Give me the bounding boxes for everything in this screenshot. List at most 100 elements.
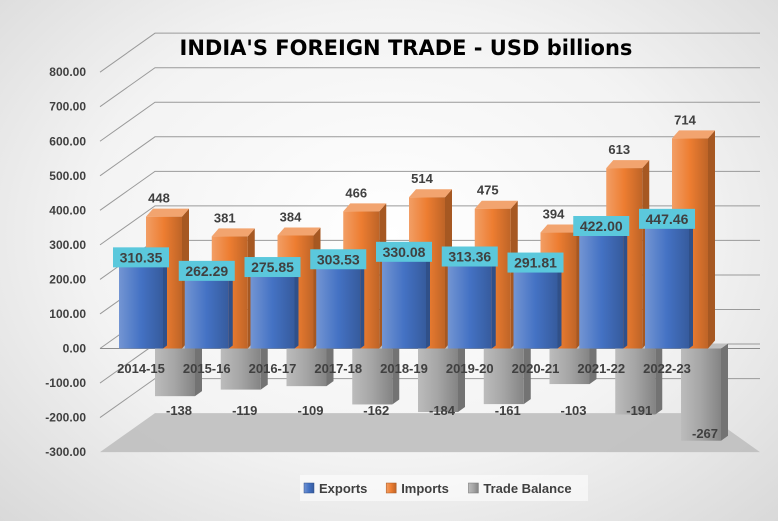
y-tick-label: 800.00 bbox=[49, 65, 86, 79]
export-label-box bbox=[244, 257, 301, 278]
y-tick-label: 400.00 bbox=[49, 203, 86, 217]
category-label: 2021-22 bbox=[577, 361, 625, 376]
legend-swatch bbox=[385, 482, 397, 494]
legend-swatch bbox=[303, 482, 315, 494]
export-bar-side bbox=[360, 260, 365, 349]
gridline bbox=[99, 32, 760, 73]
legend-label: Trade Balance bbox=[483, 481, 571, 496]
export-bar-side bbox=[163, 258, 167, 349]
gridline bbox=[99, 205, 760, 246]
export-label-box bbox=[310, 249, 367, 270]
export-bar-side bbox=[557, 263, 562, 349]
trade-balance-bar-front bbox=[155, 348, 195, 397]
trade-balance-bar-side bbox=[589, 343, 597, 385]
export-bars bbox=[119, 219, 693, 349]
export-label: 447.46 bbox=[639, 208, 695, 229]
trade-balance-bar-side bbox=[260, 343, 268, 390]
trade-balance-bar-side bbox=[655, 343, 663, 415]
import-bar-top bbox=[540, 224, 584, 233]
category-label: 2014-15 bbox=[117, 361, 165, 376]
data-labels: -138 448 310.35 -119 381 262.29 -109 384 275.85 -… bbox=[113, 112, 718, 441]
import-label: 381 bbox=[214, 210, 236, 225]
trade-balance-bar-side bbox=[392, 343, 400, 405]
export-bar bbox=[645, 219, 693, 349]
trade-balance-bar-front bbox=[220, 348, 261, 390]
legend-swatch bbox=[468, 482, 479, 494]
export-bar bbox=[119, 258, 167, 349]
export-label-text: 291.81 bbox=[514, 255, 557, 271]
export-label: 303.53 bbox=[310, 249, 367, 270]
import-label: 394 bbox=[543, 207, 565, 222]
trade-balance-label: -138 bbox=[166, 403, 192, 418]
import-label: 466 bbox=[345, 185, 367, 200]
import-bar-top bbox=[211, 228, 255, 237]
export-label-box bbox=[573, 215, 630, 236]
y-tick-label: 0.00 bbox=[63, 342, 87, 356]
y-tick-label: 500.00 bbox=[49, 169, 86, 183]
export-bar-front bbox=[382, 255, 426, 349]
export-label: 262.29 bbox=[178, 260, 235, 281]
export-bar bbox=[250, 268, 299, 349]
export-bar bbox=[316, 260, 365, 349]
export-label: 291.81 bbox=[507, 252, 564, 273]
y-tick-label: -200.00 bbox=[45, 411, 86, 425]
gridline bbox=[99, 101, 760, 142]
export-bar-side bbox=[228, 271, 233, 349]
export-label: 422.00 bbox=[573, 215, 630, 236]
export-bar bbox=[579, 226, 628, 349]
export-label-text: 313.36 bbox=[448, 249, 491, 265]
export-bar-front bbox=[645, 222, 689, 349]
export-label: 275.85 bbox=[244, 257, 301, 278]
import-bar-side bbox=[708, 130, 715, 349]
trade-balance-label: -119 bbox=[232, 403, 257, 418]
import-bar-top bbox=[409, 189, 452, 198]
import-label: 613 bbox=[608, 142, 630, 157]
trade-balance-label: -103 bbox=[560, 403, 586, 418]
gridline bbox=[99, 170, 760, 211]
export-bar-side bbox=[623, 226, 628, 349]
import-label: 514 bbox=[411, 171, 433, 186]
import-label: 448 bbox=[148, 191, 170, 206]
y-tick-label: -100.00 bbox=[45, 376, 86, 390]
export-label-box bbox=[376, 241, 432, 262]
trade-balance-label: -184 bbox=[429, 403, 456, 418]
chart-title: INDIA'S FOREIGN TRADE - USD billions bbox=[180, 36, 633, 60]
category-label: 2016-17 bbox=[249, 361, 297, 376]
import-bar-top bbox=[146, 208, 189, 217]
export-bar-side bbox=[426, 252, 430, 349]
export-bar-front bbox=[513, 266, 558, 349]
legend: Exports Imports Trade Balance bbox=[300, 475, 588, 501]
trade-balance-bar-front bbox=[681, 348, 721, 441]
trade-balance-bar-side bbox=[458, 343, 465, 413]
trade-balance-bar-side bbox=[721, 343, 728, 441]
trade-balance-bar-side bbox=[195, 343, 202, 397]
export-label: 313.36 bbox=[441, 246, 498, 267]
trade-balance-bar bbox=[615, 343, 663, 415]
export-label-text: 422.00 bbox=[580, 218, 623, 234]
export-label-text: 262.29 bbox=[185, 263, 228, 279]
chart-floor-plane bbox=[100, 413, 760, 453]
export-label-text: 275.85 bbox=[251, 259, 294, 275]
export-bar-front bbox=[184, 274, 229, 349]
trade-balance-bars bbox=[155, 343, 728, 441]
export-bar bbox=[447, 257, 496, 349]
export-bar bbox=[382, 252, 430, 349]
category-label: 2022-23 bbox=[643, 361, 691, 376]
gridline bbox=[99, 136, 760, 177]
export-bar-side bbox=[689, 219, 693, 349]
y-tick-label: 300.00 bbox=[49, 238, 86, 252]
category-label: 2018-19 bbox=[380, 361, 428, 376]
trade-balance-bar bbox=[418, 343, 465, 413]
export-label-box bbox=[113, 247, 169, 268]
export-label-text: 330.08 bbox=[383, 244, 426, 260]
category-label: 2017-18 bbox=[314, 361, 362, 376]
import-bar-top bbox=[343, 203, 387, 212]
trade-balance-bar bbox=[681, 343, 728, 441]
trade-balance-label: -191 bbox=[626, 403, 652, 418]
import-bar-top bbox=[606, 160, 650, 169]
category-label: 2015-16 bbox=[183, 361, 231, 376]
export-label-text: 447.46 bbox=[646, 211, 689, 227]
trade-balance-bar-side bbox=[326, 343, 334, 387]
y-tick-label: 700.00 bbox=[49, 100, 86, 114]
export-bar-side bbox=[491, 257, 496, 349]
